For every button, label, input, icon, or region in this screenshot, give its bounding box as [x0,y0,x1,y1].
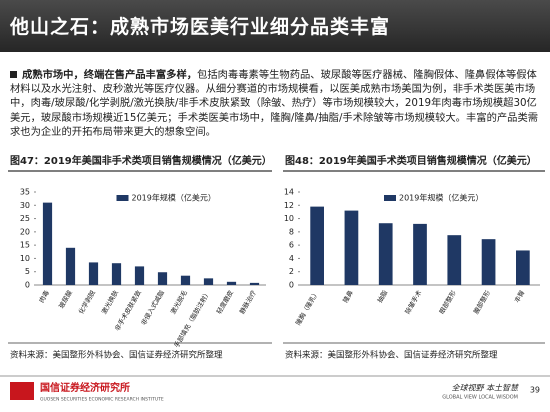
bar [88,262,99,285]
x-tick-label: 静脉治疗 [237,288,258,315]
y-tick-label: 0 [289,281,294,290]
x-tick-label: 非侵入式减脂 [139,288,167,327]
y-tick-label: 20 [20,227,30,236]
bar [516,250,530,285]
y-tick-label: 4 [289,254,294,263]
x-tick-label: 化学剥脱 [76,288,97,315]
slogan: 全球视野 本土智慧 [451,384,519,393]
y-tick-label: 35 [20,188,30,197]
y-tick-label: 15 [20,241,30,250]
x-tick-label: 激光换肤 [99,288,120,315]
y-tick-label: 30 [20,201,30,210]
paragraph-body: 包括肉毒毒素等生物药品、玻尿酸等医疗器械、隆胸假体、隆鼻假体等假体材料以及水光注… [10,69,539,138]
paragraph-lead: 成熟市场中，终端在售产品丰富多样， [22,69,198,81]
y-tick-label: 25 [20,214,30,223]
y-tick-label: 5 [25,267,30,276]
chart-title: 图48：2019年美国手术类项目销售规模情况（亿美元） [285,154,537,167]
x-tick-label: 除皱手术 [403,288,424,315]
bar [134,266,145,285]
bar [65,247,76,285]
bar [226,281,237,285]
x-tick-label: 腹部整形 [471,288,492,315]
y-tick-label: 10 [284,214,294,223]
org-en: GUOSEN SECURITIES ECONOMIC RESEARCH INST… [40,397,164,403]
bar [481,239,496,285]
y-tick-label: 2 [289,267,294,276]
legend-swatch [384,195,396,201]
x-tick-label: 丰臀 [512,288,527,304]
bar [310,206,324,285]
y-tick-label: 12 [284,201,294,210]
source: 资料来源：美国整形外科协会、国信证券经济研究所整理 [10,350,223,361]
chart-title: 图47：2019年美国非手术类项目销售规模情况（亿美元） [10,154,272,167]
x-tick-label: 肉毒 [37,288,52,304]
x-tick-label: 隆鼻 [341,288,356,304]
x-tick-label: 抽脂 [375,288,390,304]
y-tick-label: 6 [289,241,294,250]
bar [111,263,122,285]
page-number: 39 [530,386,540,395]
x-tick-label: 隆胸（隆乳） [293,289,320,327]
y-tick-label: 8 [289,227,294,236]
x-tick-label: 玻尿酸 [56,288,74,310]
header-band: 他山之石：成熟市场医美行业细分品类丰富 [0,0,550,52]
x-tick-label: 眼部整形 [437,288,458,315]
bar [378,223,393,285]
bar [249,282,260,285]
org: 国信证券经济研究所 [40,381,130,394]
bar [344,210,359,285]
legend-swatch [116,195,129,201]
slide-title: 他山之石：成熟市场医美行业细分品类丰富 [10,17,391,38]
y-tick-label: 14 [284,188,294,197]
legend-label: 2019年规模（亿美元） [132,193,216,203]
y-tick-label: 10 [20,254,30,263]
bar [447,235,462,285]
logo-mark [10,382,34,400]
bar [42,202,53,285]
legend-label: 2019年规模（亿美元） [399,193,483,203]
y-tick-label: 0 [25,281,30,290]
slogan-en: GLOBAL VIEW LOCAL WISDOM [442,395,518,401]
x-tick-label: 轻度磨皮 [214,288,235,315]
x-tick-label: 激光脱毛 [168,288,189,315]
paragraph: 成熟市场中，终端在售产品丰富多样，包括肉毒毒素等生物药品、玻尿酸等医疗器械、隆胸… [10,68,540,139]
source: 资料来源：美国整形外科协会、国信证券经济研究所整理 [285,350,498,361]
bar [203,278,214,285]
bullet [10,71,17,78]
bar [157,272,168,285]
bar [180,275,191,285]
bar [413,223,427,285]
